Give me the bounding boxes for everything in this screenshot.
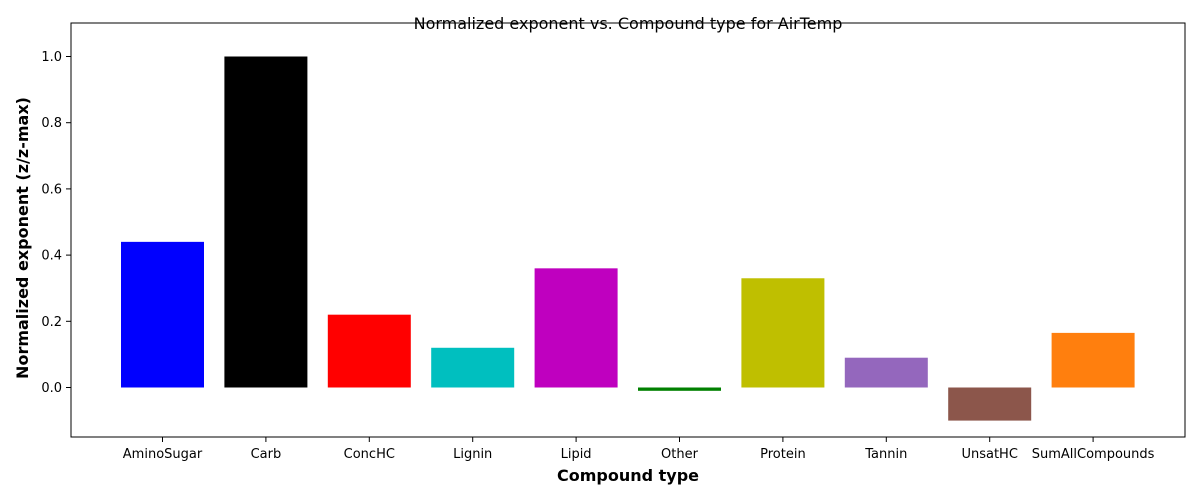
y-tick-label: 0.2 [41,315,62,330]
bar-lignin [431,347,515,388]
bar-other [638,387,721,391]
bar-unsathc [948,387,1032,421]
y-tick-label: 0.6 [41,182,62,197]
x-tick-label: Carb [251,447,282,462]
x-tick-label: Tannin [864,447,907,462]
x-tick-label: Lipid [561,447,592,462]
bars-group [121,56,1135,421]
y-axis-label: Normalized exponent (z/z-max) [13,97,32,379]
plot-frame [70,22,1186,438]
x-tick-label: AminoSugar [123,447,203,462]
y-tick-label: 0.0 [41,381,62,396]
bar-lipid [534,268,618,388]
bar-tannin [844,357,928,388]
y-tick-label: 0.4 [41,249,62,264]
bar-carb [224,56,308,388]
x-tick-label: UnsatHC [961,447,1017,462]
bar-aminosugar [121,241,204,388]
x-tick-label: SumAllCompounds [1032,447,1155,462]
y-axis-ticks: 0.0 0.2 0.4 0.6 0.8 1.0 [41,50,71,396]
x-tick-label: Other [661,447,699,462]
bar-protein [741,278,825,388]
bar-sumallcompounds [1051,332,1135,388]
y-tick-label: 1.0 [41,50,62,65]
x-axis-label: Compound type [557,466,699,485]
bar-conchc [327,314,411,388]
x-tick-label: Protein [760,447,806,462]
y-tick-label: 0.8 [41,116,62,131]
x-tick-label: ConcHC [344,447,395,462]
x-axis-ticks: AminoSugar Carb ConcHC Lignin Lipid Other Prot… [123,437,1155,462]
x-tick-label: Lignin [453,447,492,462]
